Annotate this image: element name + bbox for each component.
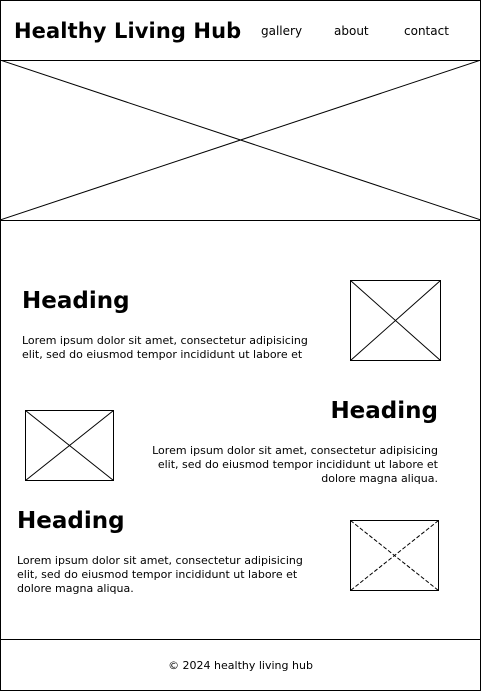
nav-about[interactable]: about xyxy=(334,24,369,38)
nav-contact[interactable]: contact xyxy=(404,24,449,38)
image-placeholder-icon xyxy=(25,410,114,481)
image-placeholder-icon xyxy=(350,520,439,591)
section-1-image xyxy=(350,280,441,361)
section-1-heading: Heading xyxy=(22,288,130,314)
section-3-image xyxy=(350,520,439,591)
section-3-heading: Heading xyxy=(17,508,125,534)
site-brand[interactable]: Healthy Living Hub xyxy=(14,19,242,43)
section-2-text: Lorem ipsum dolor sit amet, consectetur … xyxy=(152,444,438,485)
section-3-text: Lorem ipsum dolor sit amet, consectetur … xyxy=(17,554,303,595)
nav-gallery[interactable]: gallery xyxy=(261,24,303,38)
section-2-image xyxy=(25,410,114,481)
hero-image-placeholder-icon xyxy=(0,60,481,220)
site-header: Healthy Living Hub gallery about contact xyxy=(0,0,481,61)
section-1-text: Lorem ipsum dolor sit amet, consectetur … xyxy=(22,334,308,361)
hero-image xyxy=(0,60,481,221)
footer-copyright: © 2024 healthy living hub xyxy=(168,659,313,672)
image-placeholder-icon xyxy=(350,280,441,361)
section-2-heading: Heading xyxy=(330,398,438,424)
site-footer: © 2024 healthy living hub xyxy=(0,639,481,691)
